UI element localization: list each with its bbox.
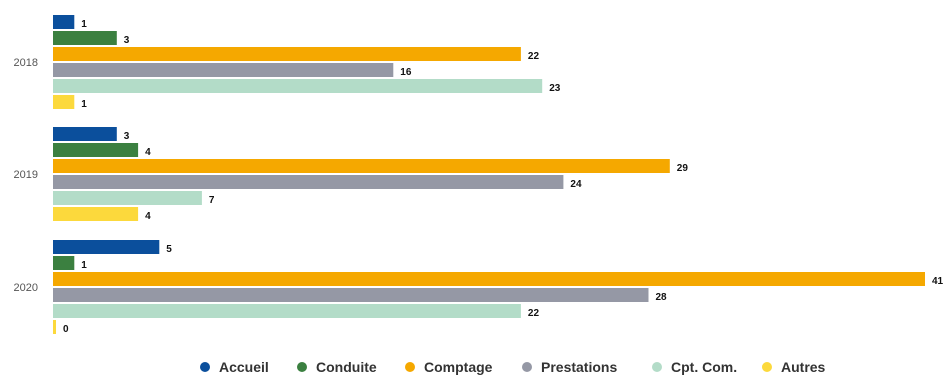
value-label-2019-5: 4 <box>145 211 151 222</box>
bar-2019-prestations <box>53 175 564 189</box>
bars-layer <box>53 15 925 334</box>
legend-swatch-icon <box>762 362 772 372</box>
value-label-2020-0: 5 <box>166 244 172 255</box>
value-label-2018-3: 16 <box>400 67 412 78</box>
value-label-2019-0: 3 <box>124 131 130 142</box>
legend-label: Accueil <box>219 359 269 375</box>
bar-2020-accueil <box>53 240 160 254</box>
legend-item-conduite[interactable]: Conduite <box>297 359 377 375</box>
legend-label: Comptage <box>424 359 493 375</box>
value-label-2018-2: 22 <box>528 51 540 62</box>
legend-item-prestations[interactable]: Prestations <box>522 359 617 375</box>
legend-item-cpt-com[interactable]: Cpt. Com. <box>652 359 737 375</box>
legend: Accueil Conduite Comptage Prestations Cpt. C… <box>200 359 826 375</box>
value-label-2020-5: 0 <box>63 324 69 335</box>
bar-2018-comptage <box>53 47 521 61</box>
bar-2020-comptage <box>53 272 925 286</box>
legend-swatch-icon <box>522 362 532 372</box>
legend-label: Autres <box>781 359 826 375</box>
bar-2019-accueil <box>53 127 117 141</box>
legend-swatch-icon <box>652 362 662 372</box>
legend-label: Cpt. Com. <box>671 359 737 375</box>
bar-2018-conduite <box>53 31 117 45</box>
legend-swatch-icon <box>200 362 210 372</box>
bar-2020-prestations <box>53 288 649 302</box>
value-label-2019-3: 24 <box>570 179 582 190</box>
value-label-2018-5: 1 <box>81 99 87 110</box>
legend-item-comptage[interactable]: Comptage <box>405 359 493 375</box>
bar-2020-conduite <box>53 256 75 270</box>
bar-2019-conduite <box>53 143 139 157</box>
value-label-2018-1: 3 <box>124 35 130 46</box>
value-label-2019-1: 4 <box>145 147 151 158</box>
value-label-2020-2: 41 <box>932 276 944 287</box>
legend-item-autres[interactable]: Autres <box>762 359 826 375</box>
value-label-2018-0: 1 <box>81 19 87 30</box>
bar-2018-cpt-com <box>53 79 543 93</box>
bar-2020-cpt-com <box>53 304 521 318</box>
bar-2020-autres <box>53 320 56 334</box>
year-label-2018: 2018 <box>14 57 38 69</box>
value-label-2019-4: 7 <box>209 195 215 206</box>
value-label-2018-4: 23 <box>549 83 561 94</box>
bar-2018-accueil <box>53 15 75 29</box>
year-label-2020: 2020 <box>14 282 38 294</box>
value-label-2019-2: 29 <box>677 163 689 174</box>
bar-2018-autres <box>53 95 75 109</box>
legend-swatch-icon <box>297 362 307 372</box>
bar-2018-prestations <box>53 63 394 77</box>
year-label-2019: 2019 <box>14 169 38 181</box>
value-label-2020-1: 1 <box>81 260 87 271</box>
value-label-2020-3: 28 <box>656 292 668 303</box>
legend-label: Conduite <box>316 359 377 375</box>
legend-item-accueil[interactable]: Accueil <box>200 359 269 375</box>
bar-2019-autres <box>53 207 139 221</box>
bar-2019-cpt-com <box>53 191 202 205</box>
legend-swatch-icon <box>405 362 415 372</box>
bar-2019-comptage <box>53 159 670 173</box>
legend-label: Prestations <box>541 359 617 375</box>
value-label-2020-4: 22 <box>528 308 540 319</box>
year-labels-layer: 2018 2019 2020 <box>14 57 38 294</box>
